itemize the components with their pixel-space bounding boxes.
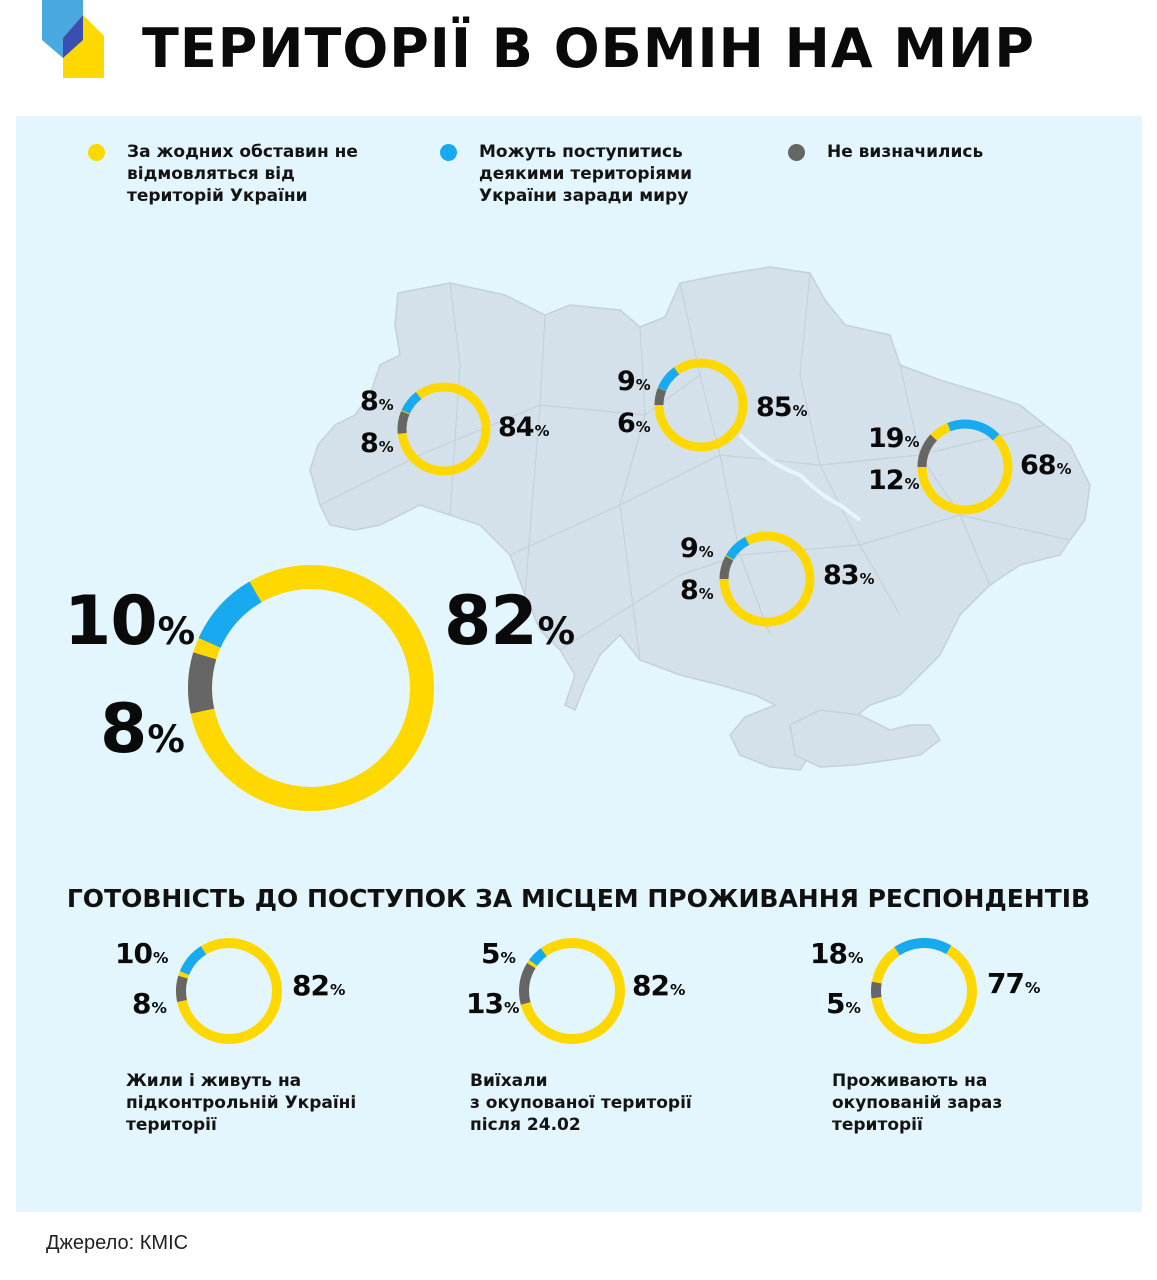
region-east-yellow-pct: 68% (1020, 450, 1072, 481)
region-center-gray-pct: 6% (617, 408, 651, 439)
residence-left-occupied-yellow-pct: 82% (632, 969, 686, 1002)
region-west-yellow-pct: 84% (498, 412, 550, 443)
legend-label: Можуть поступитись деякими територіями У… (479, 142, 693, 206)
overall-yellow-pct: 82% (444, 582, 576, 661)
yellow-dot-icon (88, 144, 105, 161)
residence-controlled-yellow-pct: 82% (292, 969, 346, 1002)
residence-left-occupied-blue-pct: 5% (481, 937, 516, 970)
region-east-gray-pct: 12% (868, 465, 920, 496)
region-center-donut (654, 358, 748, 452)
overall-blue-pct: 10% (64, 582, 196, 661)
legend-label: За жодних обставин не відмовляться від т… (127, 142, 358, 206)
residence-controlled-gray-pct: 8% (132, 987, 167, 1020)
region-center-yellow-pct: 85% (756, 392, 808, 423)
residence-controlled-blue-pct: 10% (115, 937, 169, 970)
ukraine-map (309, 266, 1091, 771)
residence-occupied-now-caption: Проживають на окупованій зараз території (832, 1071, 1003, 1135)
region-west-donut (397, 382, 491, 476)
region-south-yellow-pct: 83% (823, 560, 875, 591)
region-south-donut (719, 531, 815, 627)
residence-occupied-now-gray-pct: 5% (826, 987, 861, 1020)
source-note: Джерело: КМІС (46, 1232, 189, 1254)
residence-left-occupied-gray-pct: 13% (466, 987, 520, 1020)
residence-occupied-now-donut (871, 937, 977, 1044)
region-center-blue-pct: 9% (617, 366, 651, 397)
legend-label: Не визначились (827, 142, 984, 162)
residence-controlled-donut (175, 937, 282, 1044)
region-west-blue-pct: 8% (360, 386, 394, 417)
residence-occupied-now-yellow-pct: 77% (987, 967, 1041, 1000)
region-east-donut (917, 419, 1013, 515)
kmis-logo-icon (42, 0, 104, 78)
region-south-blue-pct: 9% (680, 533, 714, 564)
legend-item-refuse: За жодних обставин не відмовляться від т… (88, 141, 358, 207)
region-east-blue-pct: 19% (868, 423, 920, 454)
page-title: ТЕРИТОРІЇ В ОБМІН НА МИР (142, 17, 1035, 80)
region-west-gray-pct: 8% (360, 428, 394, 459)
blue-dot-icon (440, 144, 457, 161)
gray-dot-icon (788, 144, 805, 161)
overall-gray-pct: 8% (100, 690, 185, 769)
residence-controlled-caption: Жили і живуть на підконтрольній Україні … (126, 1071, 357, 1135)
residence-left-occupied-donut (519, 938, 625, 1045)
region-south-gray-pct: 8% (680, 575, 714, 606)
residence-left-occupied-caption: Виїхали з окупованої території після 24.… (470, 1071, 692, 1135)
residence-occupied-now-blue-pct: 18% (810, 937, 864, 970)
legend-item-concede: Можуть поступитись деякими територіями У… (440, 141, 692, 207)
section-title: ГОТОВНІСТЬ ДО ПОСТУПОК ЗА МІСЦЕМ ПРОЖИВА… (66, 884, 1091, 913)
overall-donut-chart (188, 565, 434, 811)
legend-item-undecided: Не визначились (788, 141, 983, 163)
